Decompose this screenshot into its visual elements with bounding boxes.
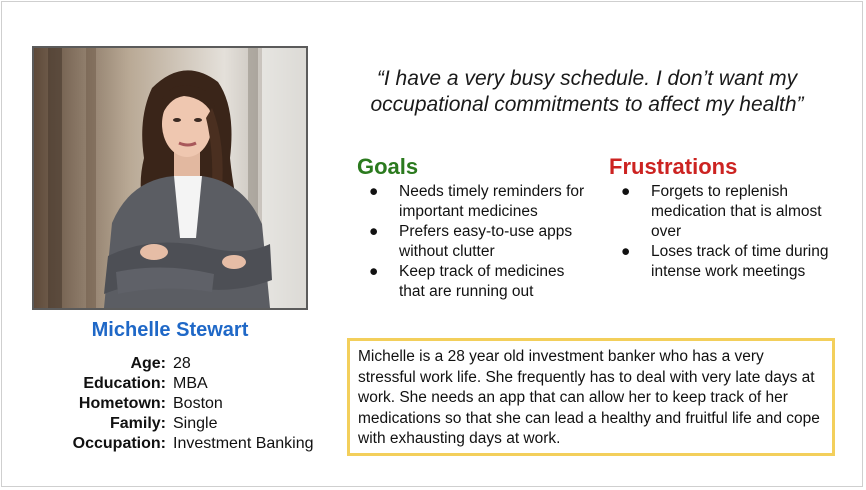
detail-label: Hometown: <box>78 395 166 412</box>
detail-value: 28 <box>173 355 191 372</box>
list-item: ● Prefers easy-to-use apps without clutte… <box>357 222 587 262</box>
detail-label: Family: <box>109 415 166 432</box>
detail-row-family: Family: Single <box>42 414 362 434</box>
list-item: ● Needs timely reminders for important me… <box>357 182 587 222</box>
goals-list: ● Needs timely reminders for important me… <box>357 182 587 302</box>
frustrations-section: Frustrations ● Forgets to replenish medic… <box>609 154 839 282</box>
detail-row-age: Age: 28 <box>42 354 362 374</box>
frustrations-title: Frustrations <box>609 154 738 179</box>
goal-text: Keep track of medicines that are running… <box>399 263 565 300</box>
persona-details: Age: 28 Education: MBA Hometown: Boston … <box>42 354 362 454</box>
list-item: ● Loses track of time during intense work… <box>609 242 839 282</box>
detail-label: Education: <box>83 375 166 392</box>
bullet-icon: ● <box>621 183 631 200</box>
detail-value: Boston <box>173 395 223 412</box>
persona-quote: “I have a very busy schedule. I don’t wa… <box>370 67 804 116</box>
bullet-icon: ● <box>369 183 379 200</box>
detail-row-occupation: Occupation: Investment Banking <box>42 434 362 454</box>
persona-name: Michelle Stewart <box>91 319 249 341</box>
goals-section: Goals ● Needs timely reminders for import… <box>357 154 587 302</box>
detail-row-education: Education: MBA <box>42 374 362 394</box>
frustrations-list: ● Forgets to replenish medication that is… <box>609 182 839 282</box>
portrait-photo-icon <box>34 48 306 308</box>
detail-label: Age: <box>130 355 166 372</box>
goals-title: Goals <box>357 154 419 179</box>
frustration-text: Loses track of time during intense work … <box>651 243 829 280</box>
list-item: ● Forgets to replenish medication that is… <box>609 182 839 242</box>
list-item: ● Keep track of medicines that are runnin… <box>357 262 587 302</box>
persona-photo <box>32 46 308 310</box>
bullet-icon: ● <box>621 243 631 260</box>
detail-value: Single <box>173 415 218 432</box>
bullet-icon: ● <box>369 223 379 240</box>
persona-bio: Michelle is a 28 year old investment ban… <box>347 338 835 456</box>
detail-label: Occupation: <box>72 435 166 452</box>
bullet-icon: ● <box>369 263 379 280</box>
detail-row-hometown: Hometown: Boston <box>42 394 362 414</box>
goal-text: Prefers easy-to-use apps without clutter <box>399 223 573 260</box>
frustration-text: Forgets to replenish medication that is … <box>651 183 822 240</box>
detail-value: MBA <box>173 375 208 392</box>
goal-text: Needs timely reminders for important med… <box>399 183 585 220</box>
detail-value: Investment Banking <box>173 435 314 452</box>
